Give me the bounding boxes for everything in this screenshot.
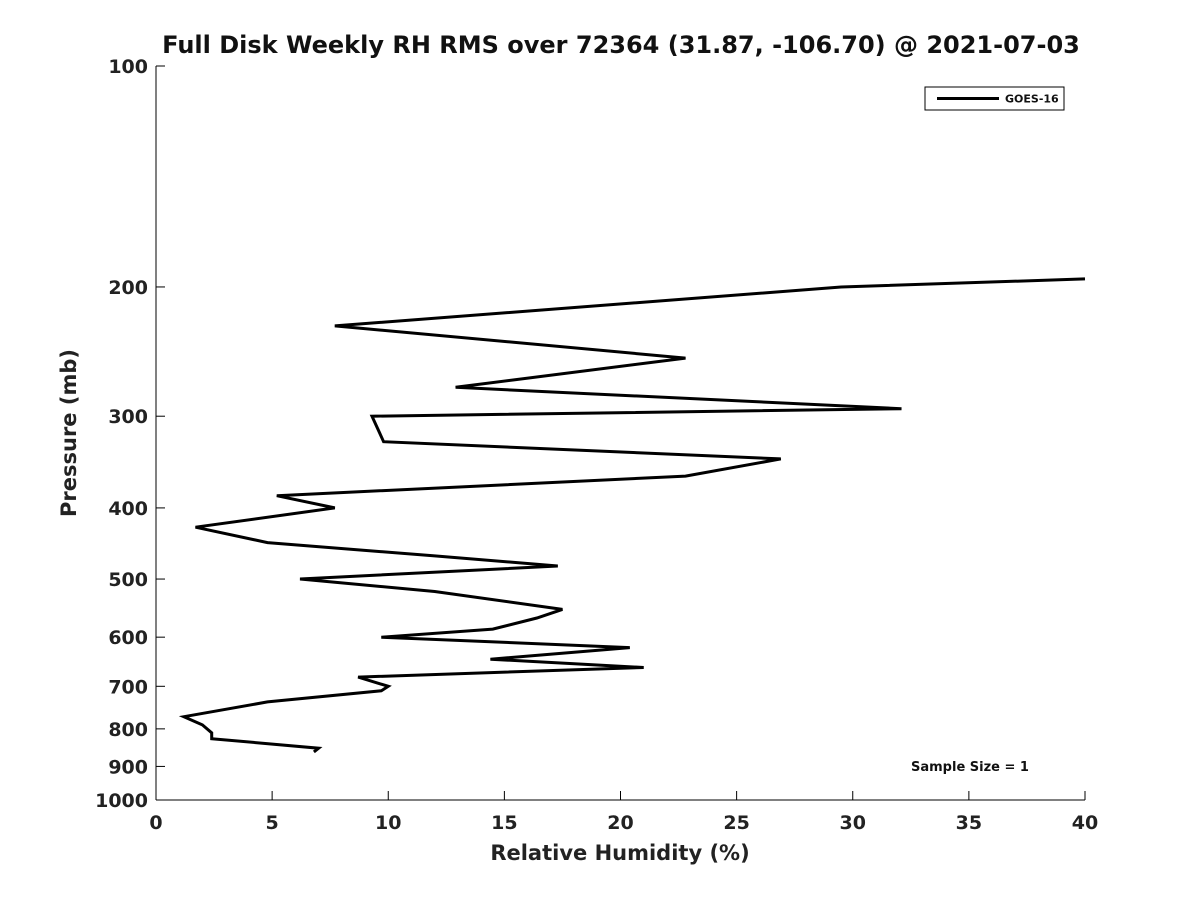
- axes: [155, 66, 1085, 801]
- x-tick-label: 35: [956, 812, 982, 834]
- y-tick-label: 900: [108, 756, 148, 778]
- series-line-goes-16: [178, 277, 1086, 754]
- series-layer: [178, 277, 1086, 754]
- y-tick-label: 500: [108, 569, 148, 591]
- y-tick-label: 1000: [95, 790, 148, 812]
- axis-ticks: 0 5 10 15 20 25 30 35 40 100 200 300 400 500 600 700 800…: [95, 56, 1098, 834]
- y-tick-label: 200: [108, 277, 148, 299]
- sample-size-annotation: Sample Size = 1: [911, 760, 1029, 775]
- x-tick-label: 0: [149, 812, 162, 834]
- y-tick-label: 800: [108, 719, 148, 741]
- legend-entry-goes-16: GOES-16: [1005, 93, 1059, 106]
- x-tick-label: 10: [375, 812, 401, 834]
- y-tick-label: 700: [108, 676, 148, 698]
- legend: GOES-16: [924, 86, 1065, 111]
- x-axis-label: Relative Humidity (%): [490, 841, 749, 865]
- chart-title: Full Disk Weekly RH RMS over 72364 (31.8…: [162, 31, 1080, 59]
- x-tick-label: 20: [607, 812, 633, 834]
- y-axis-label: Pressure (mb): [57, 349, 81, 517]
- x-tick-label: 15: [491, 812, 517, 834]
- y-tick-label: 600: [108, 627, 148, 649]
- x-tick-label: 25: [723, 812, 749, 834]
- y-tick-label: 400: [108, 498, 148, 520]
- x-tick-label: 40: [1072, 812, 1098, 834]
- x-tick-label: 5: [266, 812, 279, 834]
- y-tick-label: 100: [108, 56, 148, 78]
- x-tick-label: 30: [840, 812, 866, 834]
- y-tick-label: 300: [108, 406, 148, 428]
